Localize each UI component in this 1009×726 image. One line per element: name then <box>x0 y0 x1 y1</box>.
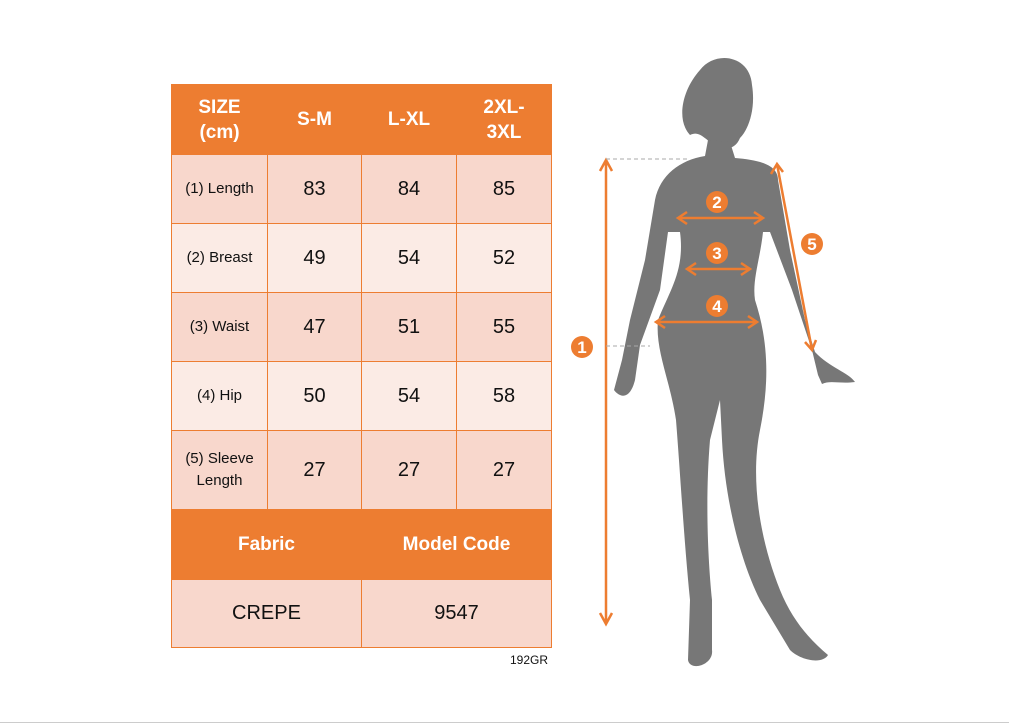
size-value: 84 <box>361 154 457 224</box>
marker-circle <box>801 233 823 255</box>
size-value: 85 <box>456 154 552 224</box>
guide-lines <box>606 158 690 347</box>
row-label-text: (5) Sleeve Length <box>185 450 254 489</box>
size-value-text: 85 <box>492 177 516 200</box>
size-value-text: 54 <box>397 384 421 407</box>
header-cell-text: L-XL <box>387 109 431 130</box>
sleeve-arrow <box>769 161 818 353</box>
row-label: (1) Length <box>171 154 268 224</box>
model-code-header: Model Code <box>361 509 552 580</box>
breast-arrow <box>675 210 766 226</box>
row-label-text: (4) Hip <box>196 387 242 404</box>
size-value: 27 <box>456 430 552 510</box>
marker-label: 2 <box>712 193 721 212</box>
size-value: 55 <box>456 292 552 362</box>
measurement-markers: 1 2 3 4 5 <box>571 191 823 358</box>
product-note: 192GR <box>510 653 549 667</box>
row-label-text: (2) Breast <box>186 249 253 266</box>
size-value: 54 <box>361 361 457 431</box>
fabric-header: Fabric <box>171 509 362 580</box>
size-value-text: 50 <box>303 384 326 407</box>
size-value-text: 27 <box>492 458 516 481</box>
row-label: (2) Breast <box>171 223 268 293</box>
marker-label: 5 <box>807 235 816 254</box>
measurement-lines <box>598 157 818 627</box>
size-value: 27 <box>267 430 362 510</box>
marker-label: 3 <box>712 244 721 263</box>
header-cell-text: 2XL-3XL <box>483 96 525 143</box>
row-label: (5) Sleeve Length <box>171 430 268 510</box>
marker-circle <box>706 242 728 264</box>
size-value-text: 84 <box>397 177 421 200</box>
marker-circle <box>571 336 593 358</box>
header-cell-text: SIZE (cm) <box>198 96 241 143</box>
size-value-text: 47 <box>303 315 326 338</box>
size-value-text: 83 <box>303 177 326 200</box>
model-code-value: 9547 <box>361 579 552 648</box>
size-value: 52 <box>456 223 552 293</box>
fabric-header-text: Fabric <box>237 534 296 555</box>
hip-arrow <box>653 314 760 330</box>
divider <box>0 722 1009 723</box>
size-value: 50 <box>267 361 362 431</box>
hair-head <box>682 58 754 149</box>
woman-silhouette <box>614 58 855 667</box>
marker-label: 1 <box>577 338 586 357</box>
size-value-text: 52 <box>492 246 516 269</box>
size-value-text: 54 <box>397 246 421 269</box>
header-cell: 2XL-3XL <box>456 84 552 155</box>
model-code-value-text: 9547 <box>434 602 479 624</box>
marker-label: 4 <box>712 297 722 316</box>
row-label: (3) Waist <box>171 292 268 362</box>
size-value-text: 27 <box>397 458 421 481</box>
header-cell: SIZE (cm) <box>171 84 268 155</box>
length-arrow <box>598 157 614 627</box>
size-value-text: 49 <box>303 246 326 269</box>
size-value: 47 <box>267 292 362 362</box>
body <box>614 140 855 667</box>
fabric-value-text: CREPE <box>232 602 301 624</box>
model-code-header-text: Model Code <box>402 534 511 555</box>
waist-arrow <box>684 261 753 277</box>
size-value-text: 58 <box>492 384 516 407</box>
size-value: 51 <box>361 292 457 362</box>
size-value-text: 55 <box>492 315 516 338</box>
row-label-text: (1) Length <box>185 180 254 197</box>
size-value: 58 <box>456 361 552 431</box>
size-value: 54 <box>361 223 457 293</box>
size-value: 83 <box>267 154 362 224</box>
marker-circle <box>706 295 728 317</box>
size-value-text: 51 <box>397 315 421 338</box>
header-cell-text: S-M <box>297 109 332 130</box>
marker-circle <box>706 191 728 213</box>
size-value-text: 27 <box>303 458 326 481</box>
row-label-text: (3) Waist <box>189 318 250 335</box>
fabric-value: CREPE <box>171 579 362 648</box>
